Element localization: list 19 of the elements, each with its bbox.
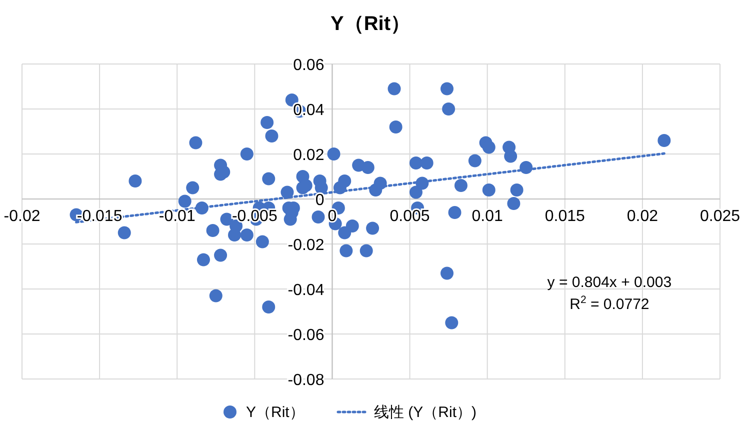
y-tick-label: -0.06 [288, 327, 324, 344]
x-tick-label: 0.01 [472, 208, 504, 225]
chart-title: Y（Rit） [330, 13, 410, 35]
annotation: y = 0.804x + 0.003 [547, 274, 672, 291]
x-tick-label: 0.005 [390, 208, 430, 225]
y-tick-label: -0.08 [288, 372, 324, 389]
x-tick-label: -0.02 [4, 208, 40, 225]
x-tick-label: 0.015 [544, 208, 586, 225]
y-tick-label: -0.04 [288, 282, 324, 299]
y-tick-label: -0.02 [288, 237, 324, 254]
annotation: R$^{2}$ = 0.0772 [570, 294, 650, 313]
y-tick-label: 0 [315, 192, 324, 209]
x-tick-label: 0.02 [626, 208, 658, 225]
legend-label: Y（Rit） [246, 404, 304, 421]
x-tick-label: 0.025 [700, 208, 740, 225]
y-tick-label: 0.06 [293, 57, 324, 74]
x-tick-label: -0.01 [158, 208, 196, 225]
legend-label: 线性 (Y（Rit）) [374, 404, 476, 421]
y-tick-label: 0.02 [293, 147, 324, 164]
